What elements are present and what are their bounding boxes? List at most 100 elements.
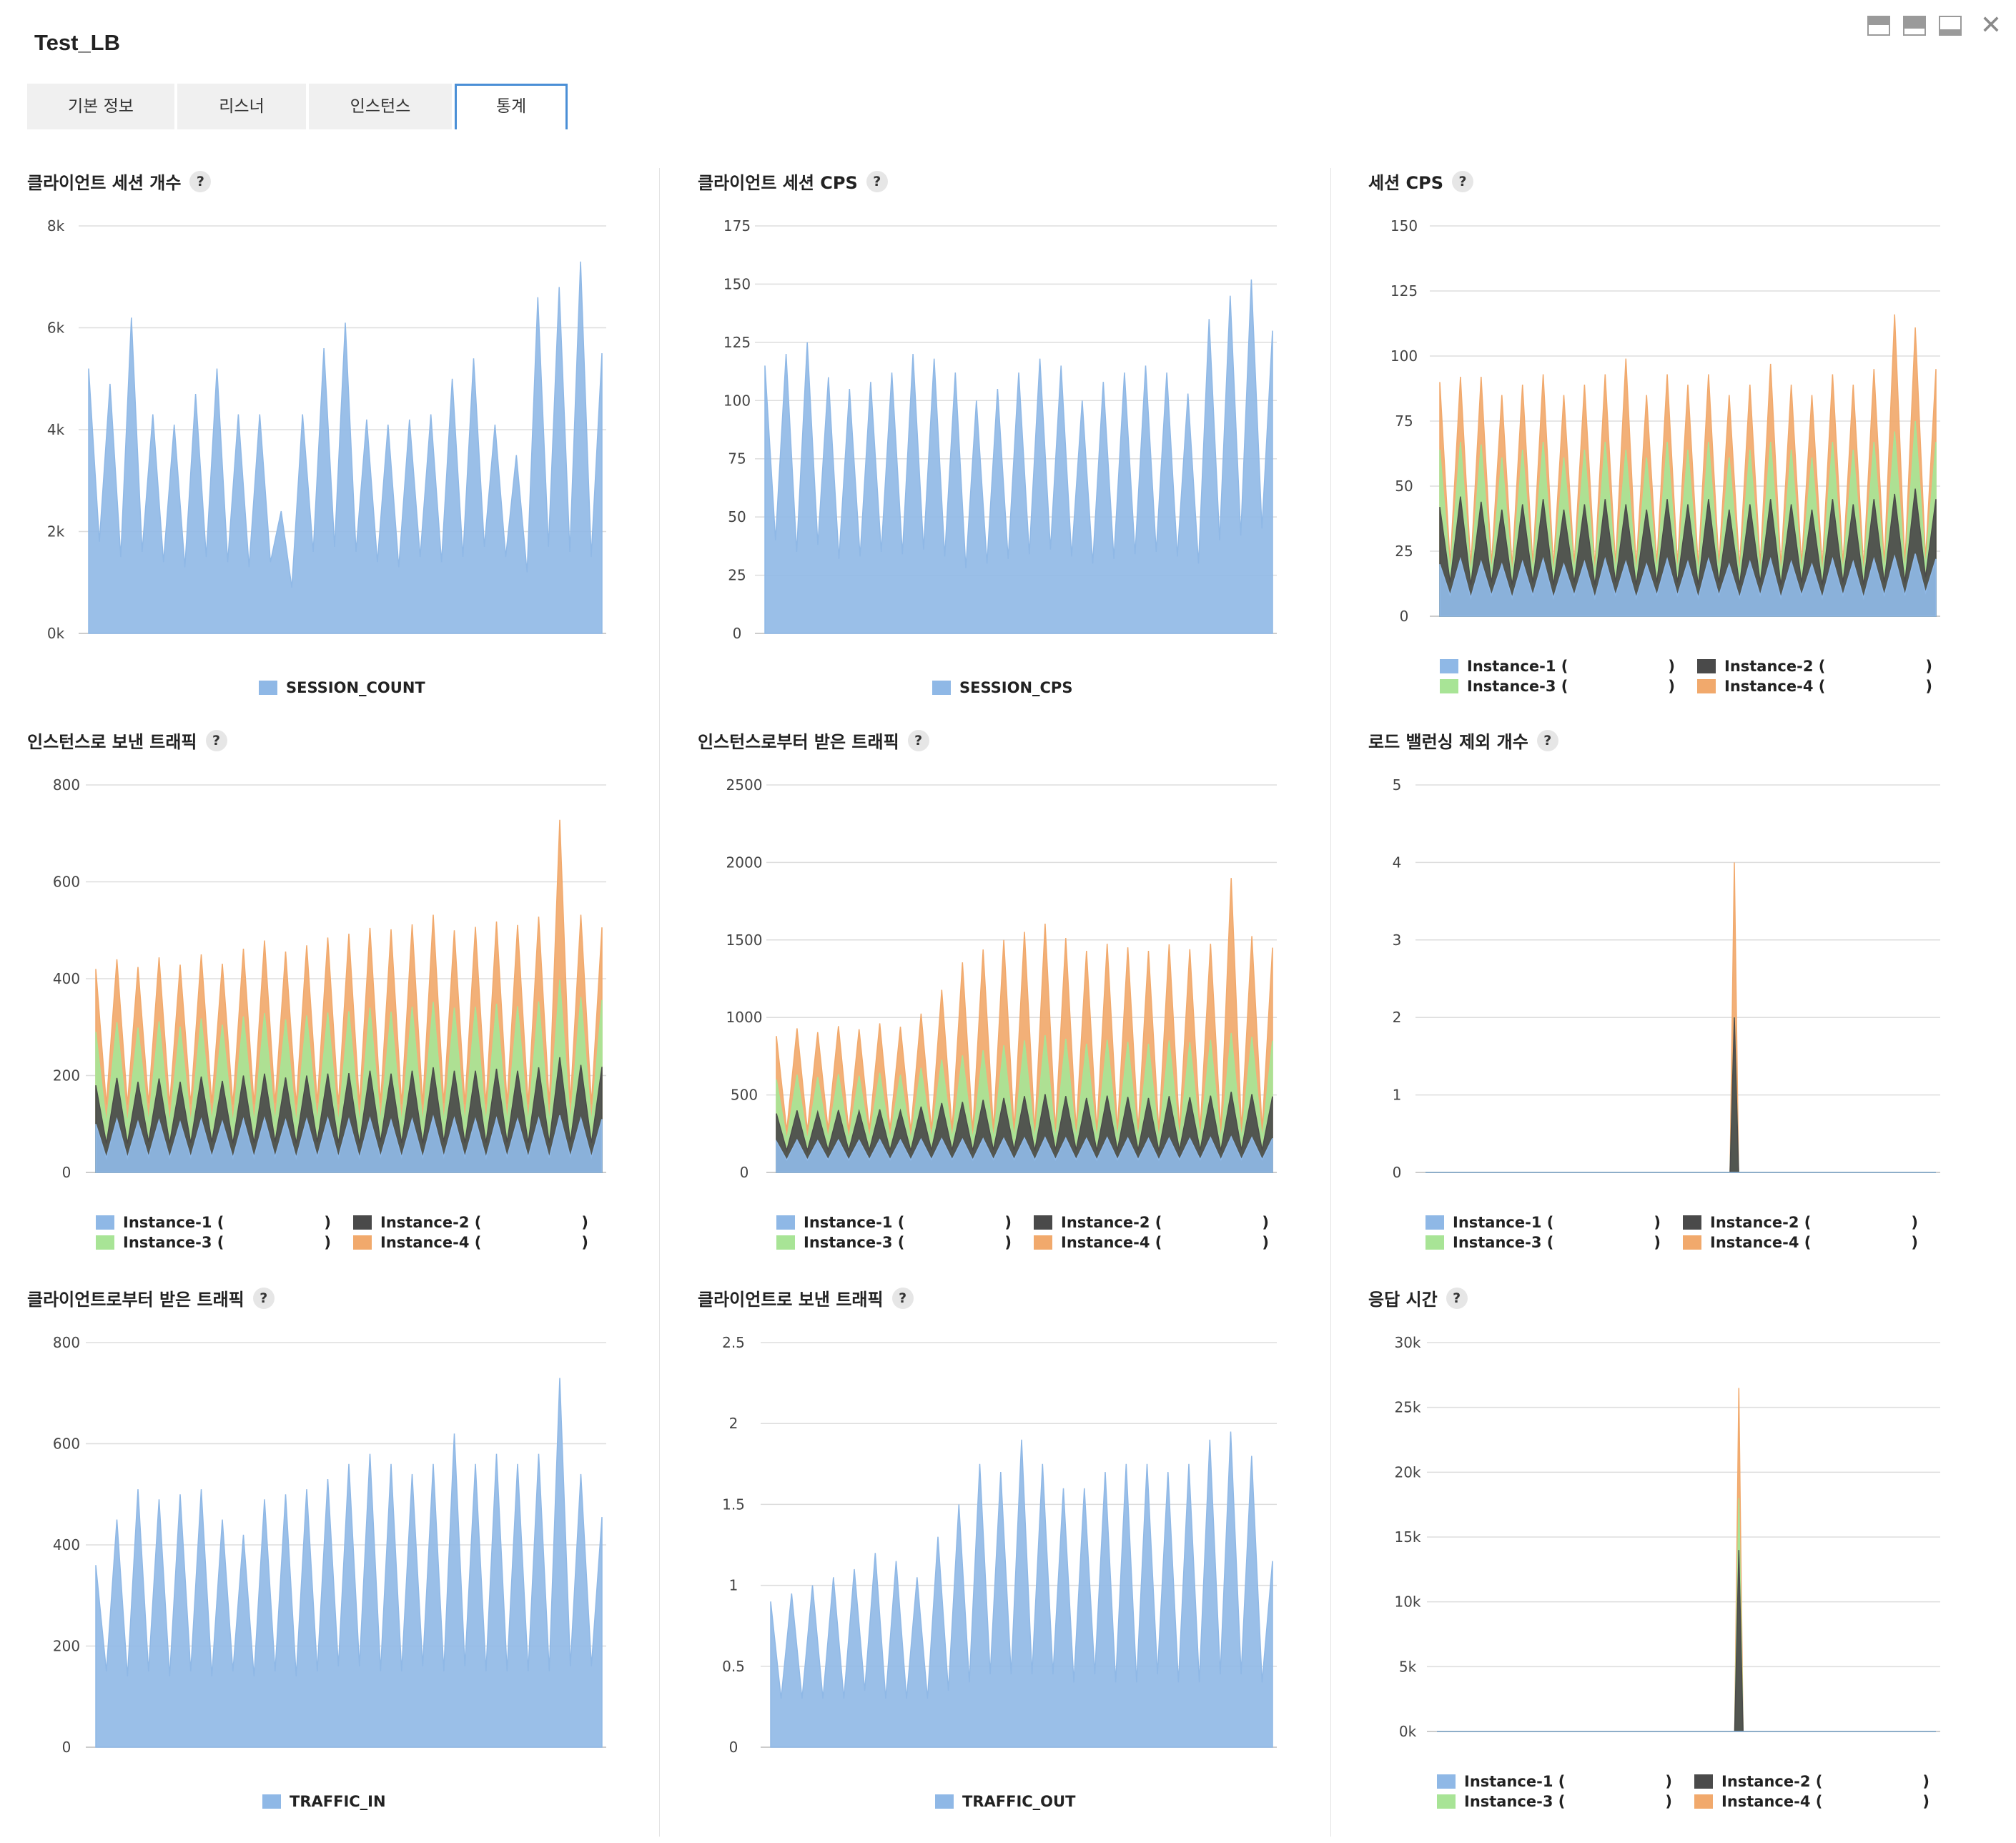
tab-instances[interactable]: 인스턴스	[309, 84, 452, 129]
y-tick-label: 0	[1400, 608, 1409, 625]
help-icon[interactable]: ?	[866, 170, 888, 192]
tab-statistics[interactable]: 통계	[455, 84, 568, 129]
chart-title: 세션 CPS	[1368, 173, 1444, 193]
legend-item[interactable]: Instance-3 ()	[1425, 1232, 1683, 1252]
help-icon[interactable]: ?	[205, 729, 227, 751]
y-tick-label: 75	[728, 450, 746, 468]
legend-item[interactable]: TRAFFIC_IN	[262, 1792, 386, 1812]
y-tick-label: 0	[733, 625, 742, 642]
legend-swatch	[353, 1235, 372, 1250]
legend-item[interactable]: Instance-1 ()	[776, 1212, 1034, 1232]
legend-item[interactable]: Instance-2 ()	[1034, 1212, 1291, 1232]
help-icon[interactable]: ?	[891, 1287, 914, 1309]
y-tick-label: 5k	[1399, 1658, 1417, 1675]
legend-swatch	[1425, 1215, 1444, 1230]
legend-label: Instance-1 (	[1467, 658, 1568, 675]
help-icon[interactable]: ?	[1536, 729, 1558, 751]
legend-swatch	[1440, 659, 1458, 673]
legend-item[interactable]: Instance-3 ()	[96, 1232, 353, 1252]
legend-item[interactable]: Instance-2 ()	[1683, 1212, 1940, 1232]
legend-label: Instance-1 (	[1464, 1773, 1566, 1790]
legend-label: Instance-1 (	[804, 1214, 905, 1231]
help-icon[interactable]: ?	[907, 729, 929, 751]
y-tick-label: 150	[723, 275, 751, 292]
chart-svg: 0k 2k 4k 6k 8k	[47, 217, 606, 642]
legend-item[interactable]: Instance-1 ()	[1425, 1212, 1683, 1232]
layout-bottom-icon[interactable]	[1938, 16, 1962, 36]
help-icon[interactable]: ?	[189, 170, 212, 192]
y-tick-label: 2.5	[722, 1334, 745, 1351]
legend-close-paren: )	[1004, 1234, 1012, 1251]
legend-close-paren: )	[1925, 678, 1932, 695]
y-tick-label: 0k	[47, 625, 65, 642]
legend-item[interactable]: Instance-2 ()	[1694, 1772, 1952, 1792]
window-controls: ✕	[1867, 11, 2002, 40]
close-icon[interactable]: ✕	[1980, 11, 2002, 40]
legend-item[interactable]: Instance-3 ()	[1440, 676, 1697, 696]
legend-item[interactable]: SESSION_COUNT	[259, 678, 425, 698]
y-tick-label: 175	[723, 217, 751, 234]
y-tick-label: 25	[1395, 543, 1413, 560]
y-tick-label: 4	[1393, 854, 1402, 871]
legend-item[interactable]: Instance-4 ()	[1694, 1792, 1952, 1812]
y-tick-label: 25	[728, 567, 746, 584]
chart-legend: Instance-1 () Instance-2 () Instance-3 () I…	[776, 1212, 1305, 1252]
legend-item[interactable]: Instance-1 ()	[96, 1212, 353, 1232]
chart-legend: Instance-1 () Instance-2 () Instance-3 () I…	[1425, 1212, 1955, 1252]
y-tick-label: 1000	[726, 1009, 763, 1026]
legend-item[interactable]: Instance-1 ()	[1440, 656, 1697, 676]
legend-close-paren: )	[1922, 1773, 1929, 1790]
series-area-instance-4	[1437, 1388, 1936, 1732]
chart-title: 응답 시간	[1368, 1290, 1438, 1310]
legend-label: Instance-2 (	[1710, 1214, 1812, 1231]
chart-svg: 0 0.5 1 1.5 2 2.5	[722, 1334, 1277, 1756]
y-tick-label: 400	[53, 970, 80, 987]
series-area-instance-1	[1439, 553, 1937, 617]
legend-close-paren: )	[324, 1214, 331, 1231]
legend-item[interactable]: Instance-2 ()	[1697, 656, 1955, 676]
legend-item[interactable]: SESSION_CPS	[932, 678, 1072, 698]
y-tick-label: 400	[53, 1536, 80, 1553]
y-tick-label: 1	[1393, 1087, 1402, 1104]
help-icon[interactable]: ?	[252, 1287, 275, 1309]
legend-item[interactable]: Instance-3 ()	[776, 1232, 1034, 1252]
y-tick-label: 800	[53, 776, 80, 794]
legend-label: Instance-2 (	[380, 1214, 482, 1231]
y-tick-label: 600	[53, 874, 80, 891]
legend-item[interactable]: Instance-4 ()	[353, 1232, 611, 1252]
y-tick-label: 20k	[1394, 1463, 1420, 1481]
chart-legend: SESSION_COUNT	[259, 678, 425, 698]
window-title: Test_LB	[34, 30, 121, 55]
help-icon[interactable]: ?	[1446, 1287, 1468, 1309]
legend-item[interactable]: TRAFFIC_OUT	[935, 1792, 1075, 1812]
tab-basic-info[interactable]: 기본 정보	[27, 84, 174, 129]
y-tick-label: 50	[728, 508, 746, 525]
chart-svg: 0 25 50 75 100 125 150	[1390, 217, 1940, 625]
y-tick-label: 0k	[1399, 1723, 1417, 1740]
y-tick-label: 2500	[726, 776, 763, 794]
legend-item[interactable]: Instance-3 ()	[1437, 1792, 1694, 1812]
series-area-instance-1	[776, 1135, 1273, 1173]
tab-listener[interactable]: 리스너	[177, 84, 306, 129]
legend-swatch	[1440, 679, 1458, 693]
y-tick-label: 3	[1393, 932, 1402, 949]
layout-top-icon[interactable]	[1867, 16, 1890, 36]
y-tick-label: 0	[1393, 1164, 1402, 1181]
legend-close-paren: )	[1004, 1214, 1012, 1231]
layout-middle-icon[interactable]	[1902, 16, 1926, 36]
legend-swatch	[776, 1215, 795, 1230]
y-tick-label: 2	[1393, 1009, 1402, 1026]
legend-item[interactable]: Instance-4 ()	[1697, 676, 1955, 696]
help-icon[interactable]: ?	[1452, 170, 1474, 192]
y-tick-label: 1500	[726, 932, 763, 949]
chart-panel-traffic-to-clients: 클라이언트로 보낸 트래픽? 0 0.5 1 1.5 2 2.5 TRAFFIC_OUT	[698, 1285, 1341, 1843]
legend-item[interactable]: Instance-4 ()	[1683, 1232, 1940, 1252]
y-tick-label: 800	[53, 1334, 80, 1351]
legend-swatch	[1034, 1235, 1052, 1250]
legend-item[interactable]: Instance-4 ()	[1034, 1232, 1291, 1252]
legend-label: SESSION_CPS	[959, 679, 1073, 696]
legend-item[interactable]: Instance-1 ()	[1437, 1772, 1694, 1792]
legend-item[interactable]: Instance-2 ()	[353, 1212, 611, 1232]
chart-panel-session-cps-by-instance: 세션 CPS? 0 25 50 75 100 125 150 Instance-1 () Ins…	[1368, 169, 2012, 726]
legend-swatch	[1697, 679, 1716, 693]
